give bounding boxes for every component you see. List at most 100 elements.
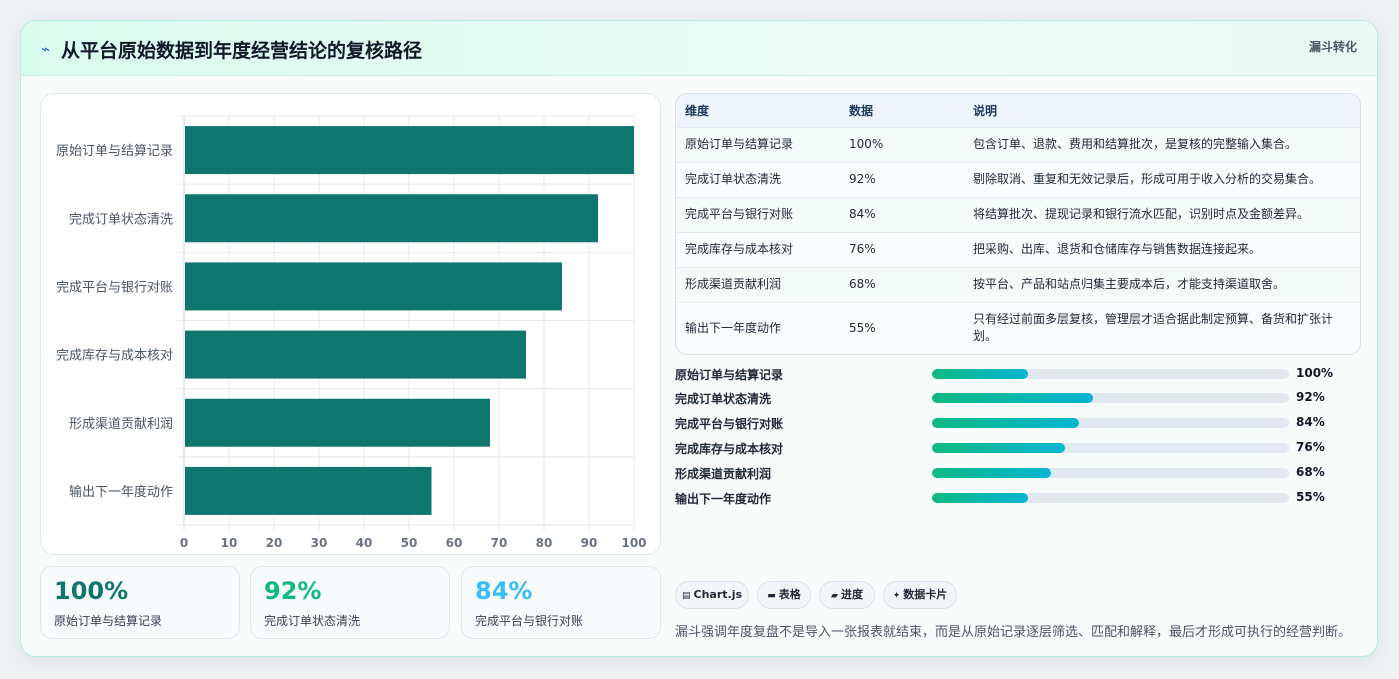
- table-cell-value: 68%: [840, 266, 964, 302]
- kpi-label: 原始订单与结算记录: [54, 614, 163, 628]
- table-cell-description: 按平台、产品和站点归集主要成本后，才能支持渠道取舍。: [964, 266, 1360, 302]
- progress-value: 76%: [1296, 440, 1325, 454]
- table-cell-dimension: 形成渠道贡献利润: [676, 266, 840, 302]
- kpi-card-3: 84% 完成平台与银行对账: [461, 566, 661, 639]
- chip-table[interactable]: ▬ 表格: [757, 581, 811, 609]
- progress-fill: [932, 393, 1093, 403]
- table-cell-description: 只有经过前面多层复核，管理层才适合据此制定预算、备货和扩张计划。: [964, 301, 1360, 354]
- bar: [185, 398, 490, 447]
- table-cell-description: 剔除取消、重复和无效记录后，形成可用于收入分析的交易集合。: [964, 161, 1360, 197]
- x-tick-label: 90: [581, 536, 598, 550]
- chip-data-cards[interactable]: ✦ 数据卡片: [883, 581, 957, 609]
- table-header-dimension: 维度: [685, 103, 710, 118]
- header-tag: 漏斗转化: [1308, 40, 1357, 54]
- table-cell-dimension: 完成库存与成本核对: [676, 231, 840, 267]
- progress-row: 完成平台与银行对账 84%: [675, 413, 1361, 433]
- page-title: 从平台原始数据到年度经营结论的复核路径: [61, 40, 423, 62]
- x-tick-label: 10: [221, 536, 238, 550]
- table-row: 完成订单状态清洗 92% 剔除取消、重复和无效记录后，形成可用于收入分析的交易集…: [676, 161, 1360, 197]
- funnel-bar-chart: 0 10 20 30 40 50 60 70 80 90 100 原始订单与结算记录完成订单状态清洗完…: [56, 115, 647, 550]
- table-cell-value: 84%: [840, 196, 964, 232]
- table-header-row: 维度 数据 说明: [676, 94, 1360, 127]
- progress-fill: [932, 443, 1066, 453]
- progress-label: 完成订单状态清洗: [675, 392, 772, 406]
- progress-label: 输出下一年度动作: [675, 492, 772, 506]
- progress-row: 原始订单与结算记录 100%: [675, 364, 1361, 384]
- kpi-label: 完成平台与银行对账: [475, 614, 584, 628]
- x-tick-label: 60: [446, 536, 463, 550]
- table-row: 原始订单与结算记录 100% 包含订单、退款、费用和结算批次，是复核的完整输入集…: [676, 126, 1360, 162]
- table-cell-description: 将结算批次、提现记录和银行流水匹配，识别时点及金额差异。: [964, 196, 1360, 232]
- x-tick-label: 0: [180, 536, 188, 550]
- kpi-label: 完成订单状态清洗: [264, 614, 361, 628]
- lightning-icon: ⌁: [41, 40, 51, 58]
- x-tick-label: 30: [311, 536, 328, 550]
- footnote-text: 漏斗强调年度复盘不是导入一张报表就结束，而是从原始记录逐层筛选、匹配和解释，最后…: [675, 625, 1352, 640]
- table-cell-dimension: 输出下一年度动作: [676, 301, 840, 354]
- progress-row: 输出下一年度动作 55%: [675, 488, 1361, 508]
- progress-label: 形成渠道贡献利润: [675, 467, 772, 481]
- table-cell-description: 包含订单、退款、费用和结算批次，是复核的完整输入集合。: [964, 126, 1360, 162]
- table-header-description: 说明: [973, 103, 998, 118]
- y-tick-label: 输出下一年度动作: [69, 484, 173, 500]
- x-tick-label: 100: [621, 536, 646, 550]
- progress-icon: ▰: [831, 591, 838, 601]
- x-tick-label: 50: [401, 536, 418, 550]
- table-cell-value: 92%: [840, 161, 964, 197]
- progress-track: [932, 493, 1289, 503]
- chart-icon: ▤: [681, 591, 691, 601]
- data-table: 维度 数据 说明 原始订单与结算记录 100% 包含订单、退款、费用和结算批次，…: [676, 94, 1360, 354]
- progress-label: 完成库存与成本核对: [675, 442, 784, 456]
- table-cell-value: 100%: [840, 126, 964, 162]
- progress-row: 完成订单状态清洗 92%: [675, 388, 1361, 408]
- kpi-value: 100%: [54, 577, 129, 605]
- chip-label: Chart.js: [693, 588, 743, 601]
- y-tick-label: 原始订单与结算记录: [56, 144, 173, 159]
- progress-fill: [932, 468, 1051, 478]
- kpi-value: 84%: [475, 577, 533, 605]
- table-row: 完成平台与银行对账 84% 将结算批次、提现记录和银行流水匹配，识别时点及金额差…: [676, 196, 1360, 232]
- sparkle-icon: ✦: [892, 591, 901, 601]
- chip-label: 进度: [840, 588, 863, 601]
- y-tick-label: 完成库存与成本核对: [56, 348, 173, 364]
- bar: [185, 466, 432, 515]
- dashboard-card: ⌁ 从平台原始数据到年度经营结论的复核路径 漏斗转化 0 10 20 30 40 50 60…: [20, 20, 1378, 657]
- table-row: 输出下一年度动作 55% 只有经过前面多层复核，管理层才适合据此制定预算、备货和…: [676, 301, 1360, 354]
- chip-progress[interactable]: ▰ 进度: [819, 581, 875, 609]
- x-tick-label: 40: [356, 536, 373, 550]
- chip-label: 数据卡片: [903, 588, 948, 601]
- progress-value: 84%: [1296, 415, 1325, 429]
- card-header: ⌁ 从平台原始数据到年度经营结论的复核路径 漏斗转化: [21, 21, 1377, 76]
- progress-fill: [932, 493, 1029, 503]
- progress-label: 原始订单与结算记录: [675, 368, 784, 382]
- table-row: 完成库存与成本核对 76% 把采购、出库、退货和仓储库存与销售数据连接起来。: [676, 231, 1360, 267]
- kpi-card-1: 100% 原始订单与结算记录: [40, 566, 240, 639]
- table-cell-value: 76%: [840, 231, 964, 267]
- table-cell-dimension: 完成平台与银行对账: [676, 196, 840, 232]
- chip-label: 表格: [778, 588, 801, 601]
- table-cell-dimension: 完成订单状态清洗: [676, 161, 840, 197]
- table-cell-description: 把采购、出库、退货和仓储库存与销售数据连接起来。: [964, 231, 1360, 267]
- data-table-panel: 维度 数据 说明 原始订单与结算记录 100% 包含订单、退款、费用和结算批次，…: [675, 93, 1361, 355]
- chip-chartjs[interactable]: ▤ Chart.js: [675, 581, 749, 609]
- bar: [185, 262, 562, 311]
- progress-value: 68%: [1296, 465, 1325, 479]
- x-tick-label: 70: [491, 536, 508, 550]
- progress-row: 形成渠道贡献利润 68%: [675, 463, 1361, 483]
- progress-value: 55%: [1296, 490, 1325, 504]
- kpi-card-2: 92% 完成订单状态清洗: [250, 566, 450, 639]
- bar: [185, 126, 634, 175]
- table-row: 形成渠道贡献利润 68% 按平台、产品和站点归集主要成本后，才能支持渠道取舍。: [676, 266, 1360, 302]
- table-header-data: 数据: [849, 103, 874, 118]
- table-cell-dimension: 原始订单与结算记录: [676, 126, 840, 162]
- bar-chart-panel: 0 10 20 30 40 50 60 70 80 90 100 原始订单与结算记录 完成订单状态清洗完…: [40, 93, 661, 555]
- y-tick-label: 完成平台与银行对账: [56, 280, 173, 295]
- y-tick-label: 形成渠道贡献利润: [69, 417, 173, 432]
- progress-track: [932, 468, 1289, 478]
- table-icon: ▬: [767, 591, 776, 601]
- progress-fill: [932, 418, 1080, 428]
- progress-track: [932, 418, 1289, 428]
- bar: [185, 330, 526, 379]
- progress-track: [932, 443, 1289, 453]
- progress-row: 完成库存与成本核对 76%: [675, 438, 1361, 458]
